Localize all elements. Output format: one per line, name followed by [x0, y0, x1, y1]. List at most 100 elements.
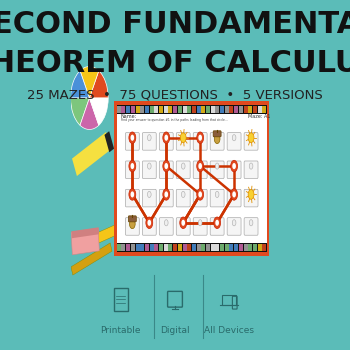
Circle shape: [164, 191, 168, 197]
Polygon shape: [71, 228, 99, 255]
Bar: [178, 244, 182, 251]
Circle shape: [248, 133, 254, 143]
Circle shape: [131, 135, 134, 141]
Bar: [215, 244, 219, 251]
Bar: [150, 244, 154, 251]
Bar: [182, 244, 187, 251]
FancyBboxPatch shape: [193, 218, 207, 235]
FancyBboxPatch shape: [193, 161, 207, 178]
Polygon shape: [104, 131, 114, 152]
Circle shape: [197, 189, 204, 200]
FancyBboxPatch shape: [244, 189, 258, 207]
Circle shape: [231, 160, 238, 172]
Polygon shape: [75, 223, 121, 253]
Circle shape: [163, 160, 170, 172]
Circle shape: [181, 135, 185, 141]
Circle shape: [147, 163, 151, 169]
Bar: [131, 106, 135, 113]
FancyBboxPatch shape: [159, 161, 173, 178]
Bar: [117, 106, 121, 113]
FancyBboxPatch shape: [176, 161, 190, 178]
Bar: [230, 106, 233, 113]
Circle shape: [198, 163, 202, 169]
Circle shape: [232, 163, 236, 169]
Bar: [140, 106, 144, 113]
FancyBboxPatch shape: [227, 189, 241, 207]
Bar: [201, 244, 205, 251]
Circle shape: [215, 220, 219, 226]
Text: Digital: Digital: [160, 326, 190, 335]
FancyBboxPatch shape: [210, 133, 224, 150]
Bar: [154, 106, 158, 113]
Circle shape: [131, 220, 134, 226]
Circle shape: [129, 160, 136, 172]
Bar: [154, 244, 158, 251]
Circle shape: [131, 191, 134, 197]
Circle shape: [147, 135, 151, 141]
FancyBboxPatch shape: [142, 218, 156, 235]
FancyBboxPatch shape: [210, 161, 224, 178]
FancyBboxPatch shape: [142, 189, 156, 207]
Bar: [215, 106, 219, 113]
Bar: [117, 105, 267, 252]
FancyBboxPatch shape: [125, 218, 139, 235]
Circle shape: [180, 133, 186, 143]
Bar: [145, 106, 149, 113]
Polygon shape: [72, 132, 111, 176]
FancyBboxPatch shape: [227, 133, 241, 150]
FancyBboxPatch shape: [193, 133, 207, 150]
Bar: [173, 244, 177, 251]
FancyBboxPatch shape: [128, 216, 136, 222]
FancyBboxPatch shape: [210, 189, 224, 207]
Bar: [248, 244, 252, 251]
Bar: [126, 244, 130, 251]
Bar: [117, 243, 267, 252]
FancyBboxPatch shape: [176, 189, 190, 207]
FancyBboxPatch shape: [159, 218, 173, 235]
Bar: [262, 244, 266, 251]
Bar: [178, 106, 182, 113]
Bar: [197, 106, 201, 113]
Wedge shape: [89, 71, 108, 98]
FancyBboxPatch shape: [142, 133, 156, 150]
Bar: [114, 101, 270, 256]
FancyBboxPatch shape: [213, 131, 221, 137]
Bar: [150, 106, 154, 113]
Circle shape: [248, 189, 254, 199]
Circle shape: [180, 217, 187, 229]
FancyBboxPatch shape: [210, 218, 224, 235]
Wedge shape: [71, 98, 89, 125]
Bar: [121, 106, 125, 113]
Circle shape: [181, 163, 185, 169]
Bar: [239, 106, 243, 113]
Circle shape: [131, 163, 134, 169]
Bar: [234, 106, 238, 113]
Bar: [117, 244, 121, 251]
Bar: [225, 106, 229, 113]
Bar: [192, 244, 196, 251]
Circle shape: [231, 189, 238, 200]
Circle shape: [232, 191, 236, 197]
FancyBboxPatch shape: [244, 133, 258, 150]
Bar: [173, 106, 177, 113]
Bar: [187, 244, 191, 251]
Circle shape: [181, 220, 185, 226]
Text: Name:: Name:: [121, 114, 137, 119]
Circle shape: [198, 191, 202, 197]
FancyBboxPatch shape: [125, 161, 139, 178]
Bar: [168, 106, 173, 113]
Circle shape: [249, 135, 253, 141]
Polygon shape: [71, 227, 99, 238]
Text: Maze: A1: Maze: A1: [248, 114, 271, 119]
Circle shape: [215, 135, 219, 141]
Circle shape: [232, 220, 236, 226]
Bar: [230, 244, 233, 251]
Circle shape: [215, 163, 219, 169]
Circle shape: [181, 191, 185, 197]
Circle shape: [249, 163, 253, 169]
Bar: [164, 106, 168, 113]
Bar: [182, 106, 187, 113]
Bar: [211, 244, 215, 251]
FancyBboxPatch shape: [193, 189, 207, 207]
FancyBboxPatch shape: [227, 218, 241, 235]
